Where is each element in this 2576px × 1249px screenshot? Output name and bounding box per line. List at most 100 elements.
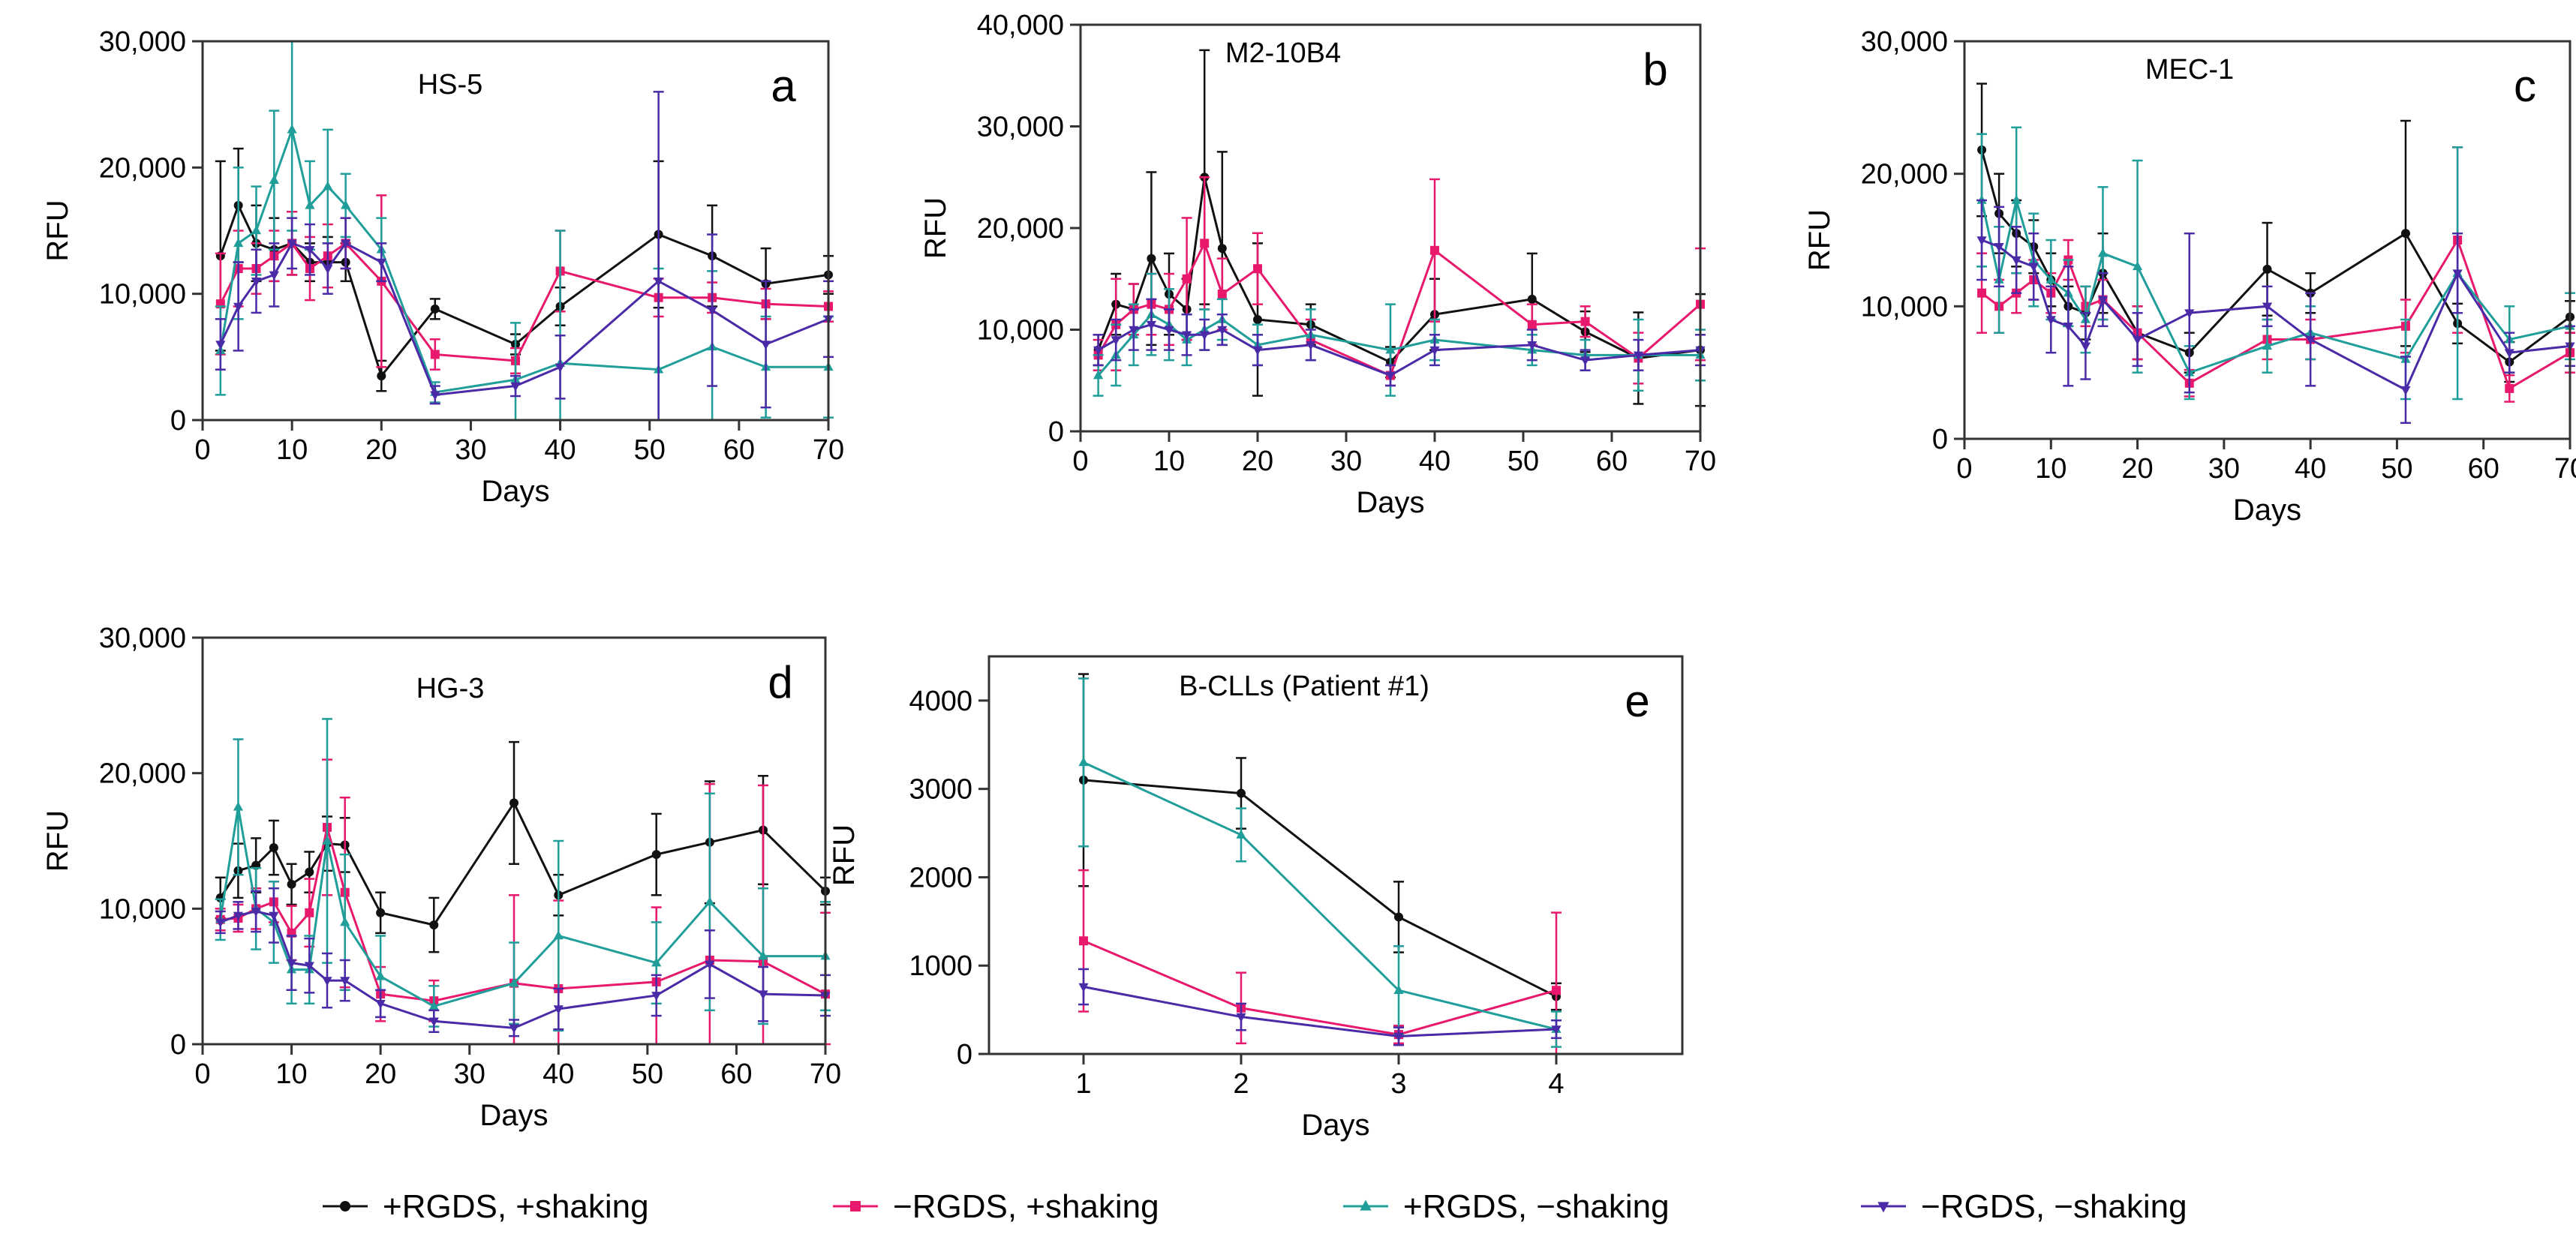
plot-area [215, 718, 831, 1046]
data-point [651, 850, 661, 860]
data-point [1994, 243, 2004, 253]
data-point [1129, 326, 1139, 335]
data-point [509, 798, 519, 808]
data-point [2063, 323, 2073, 332]
data-point [2011, 256, 2021, 266]
x-tick-label: 30 [454, 1058, 485, 1090]
data-point [375, 971, 386, 980]
series-line [1083, 986, 1557, 1037]
data-point [2262, 302, 2273, 312]
x-tick-label: 60 [1596, 446, 1628, 477]
series-line [1980, 200, 2571, 374]
data-point [555, 363, 566, 373]
data-point [2504, 349, 2514, 359]
panel-letter: a [771, 61, 796, 111]
x-tick-label: 60 [723, 434, 755, 466]
y-axis-title: RFU [41, 810, 74, 872]
panel-letter: b [1643, 44, 1667, 95]
data-point [2045, 274, 2056, 284]
x-tick-label: 30 [455, 434, 486, 466]
y-tick-label: 4000 [909, 686, 972, 717]
data-point [2045, 316, 2056, 326]
data-point [341, 200, 351, 209]
data-point [2400, 386, 2411, 395]
series-line [1083, 939, 1557, 1036]
data-point [429, 920, 439, 930]
data-point [269, 174, 279, 184]
data-point [2262, 341, 2273, 350]
x-tick-label: 60 [2468, 453, 2499, 485]
x-tick-label: 4 [1548, 1068, 1564, 1100]
cell-title: HG-3 [416, 673, 485, 704]
series [1078, 673, 1562, 1011]
data-point [287, 124, 297, 134]
data-point [2028, 263, 2039, 272]
x-tick-label: 3 [1390, 1068, 1406, 1100]
x-tick-label: 50 [2381, 453, 2412, 485]
data-point [251, 908, 261, 917]
data-point [305, 867, 314, 877]
data-point [2184, 309, 2195, 319]
x-tick-label: 10 [276, 434, 308, 466]
y-tick-label: 0 [1932, 424, 1948, 455]
data-point [705, 960, 715, 970]
data-point [430, 350, 440, 359]
data-point [1385, 371, 1396, 381]
data-point [1200, 239, 1210, 248]
data-point [304, 962, 314, 971]
cell-title: B-CLLs (Patient #1) [1179, 671, 1429, 702]
x-axis-title: Days [2233, 494, 2301, 527]
x-tick-label: 0 [194, 434, 210, 466]
y-tick-label: 30,000 [99, 623, 186, 654]
x-axis-title: Days [479, 1099, 548, 1132]
data-point [1199, 331, 1210, 341]
y-tick-label: 2000 [909, 862, 972, 893]
x-tick-label: 60 [720, 1058, 752, 1090]
x-tick-label: 40 [2295, 453, 2326, 485]
data-point [2262, 264, 2272, 274]
series-line [1083, 779, 1557, 998]
data-point [510, 382, 521, 392]
data-point [758, 950, 768, 960]
x-axis-title: Days [1356, 486, 1424, 519]
legend-item: −RGDS, +shaking [833, 1188, 1159, 1225]
y-tick-label: 10,000 [977, 315, 1064, 347]
panel-d: 0 10,000 20,000 30,000 0 10 20 30 40 50 60 70 Days RF… [41, 623, 841, 1132]
series-line [1980, 149, 2571, 364]
series-line [1097, 323, 1701, 377]
data-point [215, 341, 226, 350]
series [215, 758, 831, 1046]
plot-area [1078, 673, 1562, 1055]
data-point [1527, 341, 1537, 351]
data-point [1079, 936, 1088, 946]
data-point [305, 908, 314, 917]
data-point [215, 918, 226, 928]
data-point [2011, 194, 2021, 204]
data-point [651, 992, 662, 1001]
data-point [287, 239, 297, 249]
x-tick-label: 50 [634, 434, 666, 466]
series-line [219, 202, 829, 379]
x-tick-label: 20 [1242, 446, 1273, 477]
x-tick-label: 2 [1233, 1068, 1249, 1100]
data-point [340, 977, 350, 986]
data-point [323, 181, 333, 191]
x-tick-label: 70 [813, 434, 844, 466]
data-point [1078, 983, 1089, 992]
legend-marker [340, 1201, 350, 1211]
x-tick-label: 10 [1153, 446, 1185, 477]
data-point [1385, 344, 1396, 354]
data-point [2080, 342, 2091, 352]
x-tick-label: 50 [1507, 446, 1539, 477]
data-point [1551, 1025, 1562, 1035]
legend-label: +RGDS, −shaking [1403, 1188, 1670, 1225]
data-point [1394, 912, 1403, 922]
data-point [553, 930, 564, 940]
legend-marker [850, 1201, 861, 1211]
series-line [1097, 240, 1701, 377]
plot-frame [1963, 40, 2571, 440]
data-point [233, 911, 244, 921]
plot-area [1976, 83, 2575, 425]
y-axis-title: RFU [41, 200, 74, 261]
